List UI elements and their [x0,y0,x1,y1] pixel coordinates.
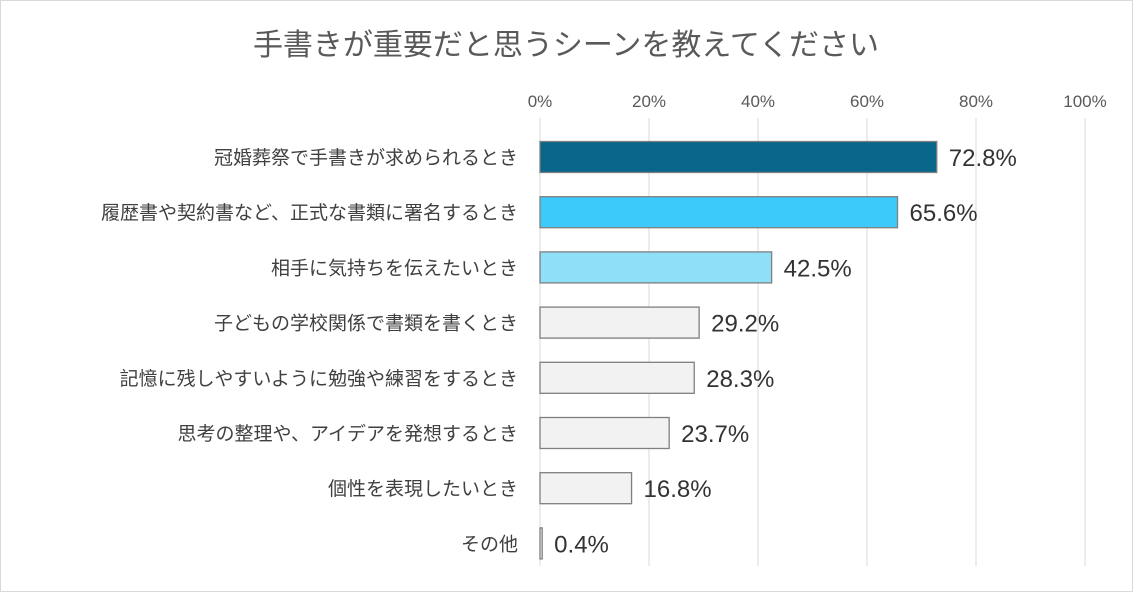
data-label: 23.7% [681,421,749,448]
x-tick-label: 80% [959,92,993,111]
bar [539,251,773,284]
data-labels: 72.8% 65.6% 42.5% 29.2% 28.3% 23.7% 16.8% 0.4% [554,145,1017,558]
bar [539,416,670,450]
category-label: 思考の整理や、アイデアを発想するとき [178,423,518,445]
data-label: 16.8% [644,476,712,503]
data-label: 29.2% [711,311,779,338]
bar [539,306,700,339]
bar [539,140,938,174]
x-tick-label: 20% [632,92,666,111]
bars [539,140,938,560]
category-label: 個性を表現したいとき [328,478,518,500]
x-tick-label: 100% [1063,92,1106,111]
x-tick-label: 0% [528,92,553,111]
category-label: 冠婚葬祭で手書きが求められるとき [214,147,518,169]
category-labels: 冠婚葬祭で手書きが求められるとき履歴書や契約書など、正式な書類に署名するとき相手… [101,147,518,555]
x-tick-label: 40% [741,92,775,111]
data-label: 72.8% [949,145,1017,172]
x-axis-ticks: 0% 20% 40% 60% 80% 100% [528,92,1107,111]
bar [539,196,899,229]
category-label: 相手に気持ちを伝えたいとき [271,257,518,279]
data-label: 0.4% [554,531,609,558]
category-label: その他 [461,533,518,555]
data-label: 65.6% [910,200,978,227]
chart-title: 手書きが重要だと思うシーンを教えてください [253,28,879,63]
category-label: 子どもの学校関係で書類を書くとき [214,313,518,335]
bar [539,527,543,560]
category-label: 記憶に残しやすいように勉強や練習をするとき [120,368,518,390]
data-label: 28.3% [706,366,774,393]
data-label: 42.5% [784,255,852,282]
x-tick-label: 60% [850,92,884,111]
bar [539,472,633,505]
category-label: 履歴書や契約書など、正式な書類に署名するとき [101,202,518,224]
bar [539,361,695,394]
